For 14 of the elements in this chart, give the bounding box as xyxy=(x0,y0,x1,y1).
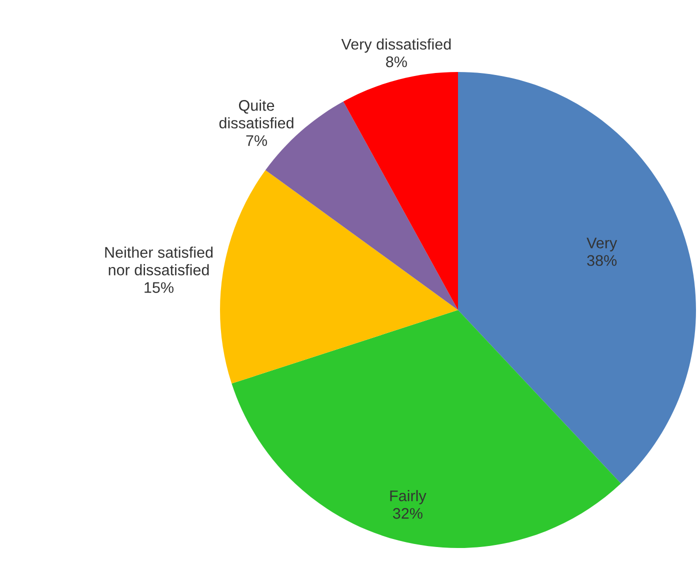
pie-slice xyxy=(458,72,696,484)
slice-label: Very dissatisfied xyxy=(341,38,451,53)
pie-slice xyxy=(220,170,458,384)
slice-label: Fairly xyxy=(390,490,426,504)
slice-label: Very xyxy=(586,238,618,252)
data-label: 38% xyxy=(587,255,617,266)
data-label: 32% xyxy=(392,508,422,519)
data-label: 7% xyxy=(246,135,268,146)
pie-slice xyxy=(343,72,458,310)
pie-slice xyxy=(232,310,621,548)
data-label: 15% xyxy=(144,282,174,293)
slice-label: Quite dissatisfied xyxy=(219,100,294,128)
slice-label: Neither satisfied nor dissatisfied xyxy=(105,246,213,276)
data-label: 8% xyxy=(386,56,407,68)
